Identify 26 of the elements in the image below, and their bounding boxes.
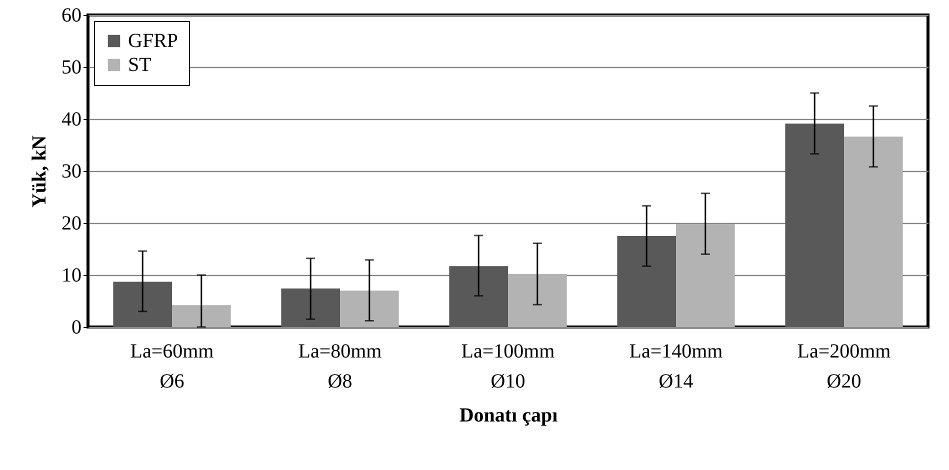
legend-label: ST (128, 54, 152, 76)
bar (113, 282, 172, 327)
x-tick-label: La=60mm Ø6 (130, 340, 214, 392)
y-tick-label: 60 (62, 4, 82, 26)
bar (281, 288, 340, 327)
bar (844, 136, 903, 327)
bar (617, 236, 676, 327)
x-tick-label: La=100mm Ø10 (461, 340, 556, 392)
y-tick-label: 50 (62, 56, 82, 78)
bar (676, 224, 735, 327)
x-axis-title: Donatı çapı (459, 404, 558, 426)
x-tick-label: La=80mm Ø8 (298, 340, 382, 392)
legend-label: GFRP (128, 30, 178, 52)
y-tick-label: 0 (72, 316, 82, 338)
bar (449, 266, 508, 327)
y-tick-label: 20 (62, 212, 82, 234)
bar (785, 124, 844, 327)
y-axis-title: Yük, kN (28, 134, 50, 208)
bar (172, 305, 231, 327)
y-tick-label: 40 (62, 108, 82, 130)
x-tick-label: La=200mm Ø20 (797, 340, 892, 392)
x-tick-label: La=140mm Ø14 (629, 340, 724, 392)
y-tick-label: 30 (62, 160, 82, 182)
bar (340, 290, 399, 327)
y-tick-label: 10 (62, 264, 82, 286)
bar (508, 274, 567, 327)
